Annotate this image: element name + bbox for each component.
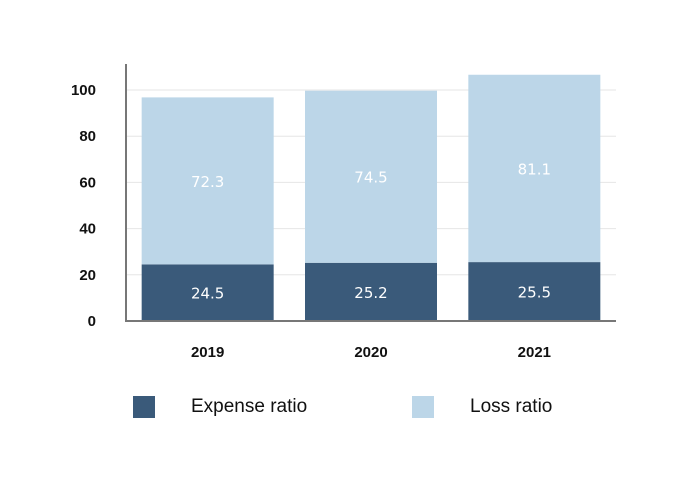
data-label: 81.1 <box>518 160 551 178</box>
data-label: 24.5 <box>191 285 224 303</box>
x-tick-label: 2019 <box>191 344 224 361</box>
y-tick-label: 60 <box>79 174 96 191</box>
data-label: 74.5 <box>354 169 387 187</box>
data-label: 25.5 <box>518 284 551 302</box>
bar-segment-expense-ratio <box>141 264 274 321</box>
x-tick-label: 2020 <box>354 344 387 361</box>
legend-swatch-expense-ratio <box>133 396 155 418</box>
bar-segment-expense-ratio <box>468 262 601 321</box>
legend: Expense ratio Loss ratio <box>0 392 680 422</box>
stacked-bar-chart: 0 20 40 60 80 100 24.5 72.3 2019 25.2 74.5 2020 25.5… <box>71 64 616 361</box>
legend-label-expense-ratio: Expense ratio <box>191 396 308 417</box>
bar-segment-loss-ratio <box>468 74 601 263</box>
legend-swatch-loss-ratio <box>412 396 434 418</box>
y-tick-label: 80 <box>79 128 96 145</box>
data-label: 72.3 <box>191 173 224 191</box>
legend-item-loss-ratio: Loss ratio <box>412 392 552 422</box>
y-tick-label: 20 <box>79 267 96 284</box>
legend-item-expense-ratio: Expense ratio <box>133 392 307 422</box>
y-tick-label: 100 <box>71 82 96 99</box>
data-label: 25.2 <box>354 284 387 302</box>
legend-label-loss-ratio: Loss ratio <box>470 396 553 417</box>
x-tick-label: 2021 <box>518 344 551 361</box>
y-tick-label: 0 <box>88 313 96 330</box>
y-tick-label: 40 <box>79 221 96 238</box>
bar-segment-loss-ratio <box>141 97 274 265</box>
bar-segment-expense-ratio <box>305 262 437 321</box>
bar-segment-loss-ratio <box>305 90 437 263</box>
